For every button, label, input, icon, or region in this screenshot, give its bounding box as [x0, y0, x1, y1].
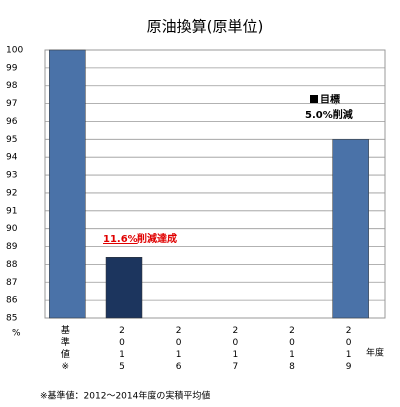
x-unit: 年度: [366, 347, 384, 359]
y-tick-label: 90: [6, 224, 18, 234]
x-tick-label: 基準値※: [61, 324, 70, 372]
y-tick-label: 87: [6, 278, 17, 288]
y-tick-label: 88: [6, 260, 18, 270]
y-tick-label: 100: [6, 46, 23, 56]
y-tick-label: 95: [6, 135, 17, 145]
y-tick-label: 96: [6, 117, 18, 127]
bar: [332, 139, 369, 319]
y-tick-label: 97: [6, 99, 17, 109]
bar: [105, 257, 143, 319]
bar: [49, 49, 86, 319]
target-marker: [310, 95, 318, 103]
y-unit: %: [12, 329, 21, 339]
target-label: 目標: [320, 93, 340, 106]
y-tick-label: 92: [6, 188, 17, 198]
y-tick-label: 89: [6, 242, 18, 252]
y-tick-label: 91: [6, 206, 17, 216]
reduction-percent: 11.6%: [103, 234, 138, 245]
target-text: 5.0%削減: [305, 108, 353, 121]
y-tick-label: 86: [6, 296, 18, 306]
chart-title: 原油換算(原単位): [147, 18, 264, 36]
y-tick-label: 85: [6, 314, 17, 324]
y-tick-label: 94: [6, 153, 18, 163]
y-tick-label: 98: [6, 81, 18, 91]
y-tick-label: 99: [6, 63, 18, 73]
reduction-text: 削減達成: [137, 232, 177, 245]
footnote: ※基準値：2012～2014年度の実積平均値: [40, 390, 210, 402]
y-tick-label: 93: [6, 171, 17, 181]
